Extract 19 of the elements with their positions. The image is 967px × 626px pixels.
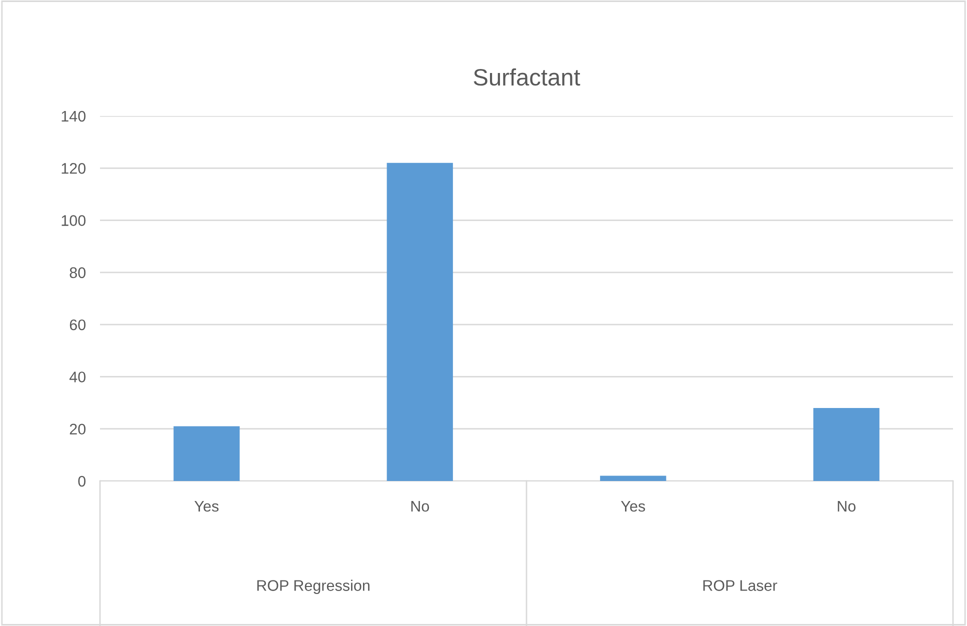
- y-tick-label: 100: [62, 215, 86, 226]
- x-tick-label: Yes: [620, 501, 646, 512]
- chart-title: Surfactant: [474, 68, 580, 86]
- y-tick-label: 20: [70, 424, 86, 435]
- y-tick-label: 40: [69, 372, 86, 382]
- y-tick-label: 120: [62, 163, 86, 174]
- text: ROP Regression: [257, 580, 370, 594]
- x-tick-label: Yes: [194, 501, 219, 512]
- y-tick-label: 60: [70, 319, 86, 330]
- bar: [386, 162, 453, 481]
- text: ROP Laser: [703, 580, 778, 591]
- y-tick-label: 0: [78, 476, 86, 487]
- bar: [600, 476, 666, 481]
- bar: [813, 408, 880, 481]
- x-tick-label: No: [838, 501, 856, 512]
- bar: [174, 426, 240, 481]
- y-tick-label: 140: [62, 110, 86, 122]
- x-tick-label: No: [411, 501, 429, 512]
- y-tick-label: 80: [70, 267, 86, 278]
